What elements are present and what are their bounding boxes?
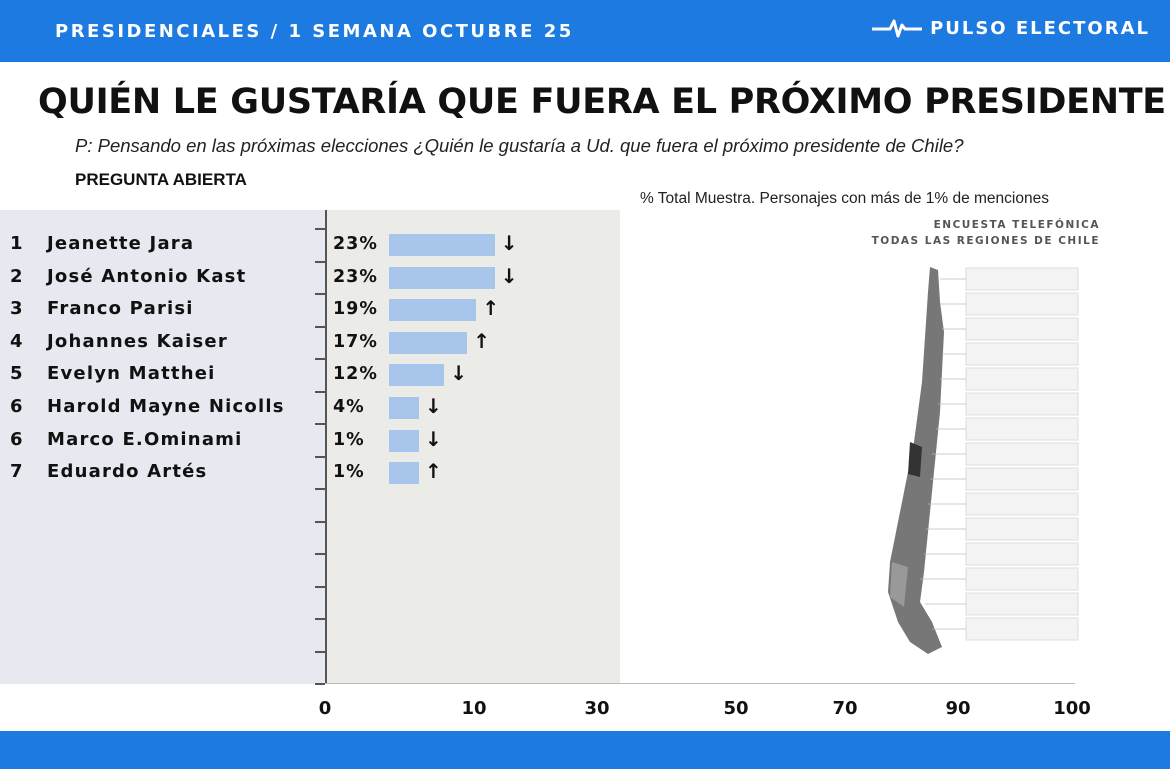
candidate-rank: 2: [10, 265, 23, 287]
value-label: 17%: [333, 331, 378, 352]
bar: [389, 429, 419, 452]
arrow-down-icon: ↓: [425, 426, 442, 451]
y-axis-tick: [315, 683, 325, 685]
y-axis-tick: [315, 358, 325, 360]
arrow-up-icon: ↑: [473, 328, 490, 353]
header-bar: PRESIDENCIALES / 1 SEMANA OCTUBRE 25 PUL…: [0, 0, 1170, 62]
plot-panel: [327, 210, 620, 684]
names-panel: [0, 210, 325, 684]
bar: [389, 299, 477, 322]
survey-method: ENCUESTA TELEFÓNICA: [933, 219, 1100, 231]
y-axis-tick: [315, 455, 325, 458]
bar: [389, 397, 419, 419]
y-axis-tick: [315, 520, 325, 523]
x-tick-label: 30: [584, 698, 610, 719]
page-title: QUIÉN LE GUSTARÍA QUE FUERA EL PRÓXIMO P…: [38, 82, 1166, 122]
y-axis-tick: [315, 488, 325, 490]
x-tick-label: 0: [318, 698, 332, 719]
candidate-name: Eduardo Artés: [47, 461, 208, 483]
candidate-name: José Antonio Kast: [47, 265, 247, 287]
candidate-name: Marco E.Ominami: [47, 428, 243, 450]
value-label: 1%: [333, 429, 365, 450]
candidate-name: Evelyn Matthei: [47, 363, 216, 385]
y-axis-tick: [315, 650, 325, 653]
x-tick-label: 10: [461, 698, 487, 719]
candidate-rank: 5: [10, 363, 23, 385]
candidate-rank: 3: [10, 298, 23, 320]
bar: [389, 266, 495, 289]
value-label: 12%: [333, 364, 378, 385]
y-axis-tick: [315, 293, 325, 295]
chile-map-illustration: [888, 267, 1079, 654]
y-axis-tick: [315, 423, 325, 425]
y-axis-tick: [315, 228, 325, 230]
bar: [389, 462, 419, 485]
candidate-rank: 1: [10, 233, 23, 254]
arrow-down-icon: ↓: [500, 263, 518, 288]
bar: [389, 364, 445, 387]
arrow-down-icon: ↓: [450, 361, 467, 386]
bar: [389, 331, 468, 354]
sample-note: % Total Muestra. Personajes con más de 1…: [640, 190, 1049, 207]
brand-name: PULSO ELECTORAL: [930, 17, 1150, 39]
candidate-rank: 4: [10, 330, 23, 352]
x-axis: [325, 683, 1075, 684]
candidate-rank: 6: [10, 428, 23, 450]
y-axis-tick: [315, 390, 325, 393]
survey-coverage: TODAS LAS REGIONES DE CHILE: [871, 235, 1100, 247]
brand: PULSO ELECTORAL: [872, 17, 1150, 39]
y-axis-tick: [315, 260, 325, 263]
arrow-down-icon: ↓: [500, 231, 518, 255]
y-axis-tick: [315, 618, 325, 620]
x-tick-label: 50: [723, 698, 749, 719]
candidate-name: Johannes Kaiser: [47, 330, 228, 352]
candidate-name: Franco Parisi: [47, 298, 194, 320]
y-axis-tick: [315, 325, 325, 328]
y-axis: [325, 210, 327, 684]
x-tick-label: 100: [1053, 698, 1091, 719]
value-label: 23%: [333, 234, 378, 254]
candidate-name: Harold Mayne Nicolls: [47, 396, 285, 417]
footer-bar: [0, 731, 1170, 769]
value-label: 1%: [333, 462, 365, 483]
bar: [389, 234, 495, 256]
candidate-rank: 6: [10, 396, 23, 417]
arrow-up-icon: ↑: [482, 296, 500, 321]
question-type: PREGUNTA ABIERTA: [75, 170, 247, 189]
header-title: PRESIDENCIALES / 1 SEMANA OCTUBRE 25: [55, 21, 574, 42]
y-axis-tick: [315, 553, 325, 555]
x-tick-label: 90: [945, 698, 971, 719]
pulse-line-icon: [872, 19, 923, 38]
value-label: 19%: [333, 299, 378, 320]
candidate-name: Jeanette Jara: [47, 233, 195, 254]
arrow-up-icon: ↑: [425, 459, 442, 484]
x-tick-label: 70: [832, 698, 858, 719]
y-axis-tick: [315, 585, 325, 588]
question-text: P: Pensando en las próximas elecciones ¿…: [75, 135, 964, 156]
value-label: 4%: [333, 397, 365, 417]
value-label: 23%: [333, 266, 378, 287]
candidate-rank: 7: [10, 461, 23, 483]
arrow-down-icon: ↓: [425, 394, 442, 418]
